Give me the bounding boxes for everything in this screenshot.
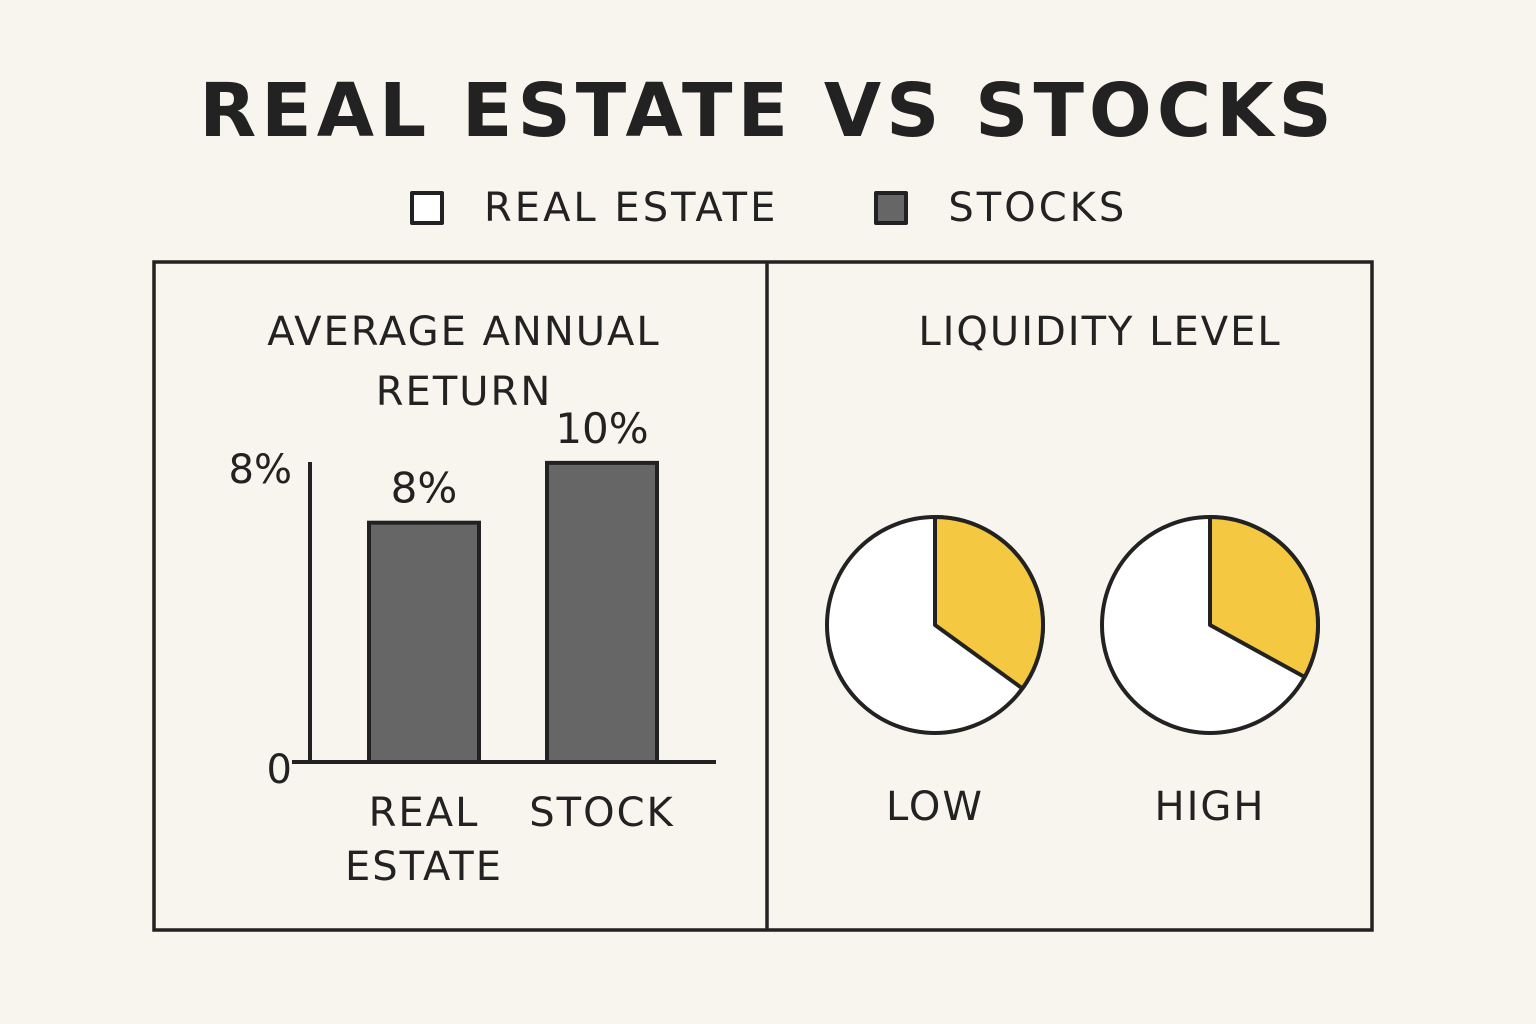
chart-title: REAL ESTATE VS STOCKS [199,68,1337,154]
legend-item-stocks: STOCKS [874,185,1127,231]
legend: REAL ESTATE STOCKS [410,183,1127,233]
pie-low-slice [933,515,1045,691]
legend-item-real-estate: REAL ESTATE [410,185,778,231]
bar-chart-title-line-2: RETURN [376,369,553,415]
bar-real-estate [367,520,481,765]
bar-value-label-stock: 10% [555,404,648,453]
y-tick-label-top: 8% [229,447,292,493]
pie-high-slice [1208,515,1320,680]
bars-group [367,460,659,765]
bar-value-label-real-estate: 8% [391,464,458,513]
pie-label-low: LOW [886,784,984,830]
pies-group: LOW HIGH [825,515,1320,830]
y-tick-label-0: 0 [267,747,292,793]
bar-chart-title-line-1: AVERAGE ANNUAL [267,309,660,355]
bar-stock [545,460,659,764]
legend-swatch-real-estate [410,191,444,225]
pie-chart-title: LIQUIDITY LEVEL [918,309,1281,355]
pie-high: HIGH [1100,515,1320,830]
pie-label-high: HIGH [1155,784,1266,830]
pie-chart-panel: LIQUIDITY LEVEL LOW HIGH [825,309,1320,830]
legend-label-stocks: STOCKS [948,185,1128,231]
panel-frame [152,260,1374,932]
bar-category-label-real-estate: REAL ESTATE [345,790,503,890]
bar-value-labels: 8% 10% [391,404,649,513]
legend-label-real-estate: REAL ESTATE [484,185,779,231]
bar-category-label-stock: STOCK [529,790,674,836]
bar-category-labels: REAL ESTATE STOCK [345,790,674,890]
legend-swatch-stocks [874,191,909,225]
bar-chart-panel: AVERAGE ANNUAL RETURN 0 8% 8% 10% REAL EST… [229,309,716,890]
pie-low: LOW [825,515,1045,830]
